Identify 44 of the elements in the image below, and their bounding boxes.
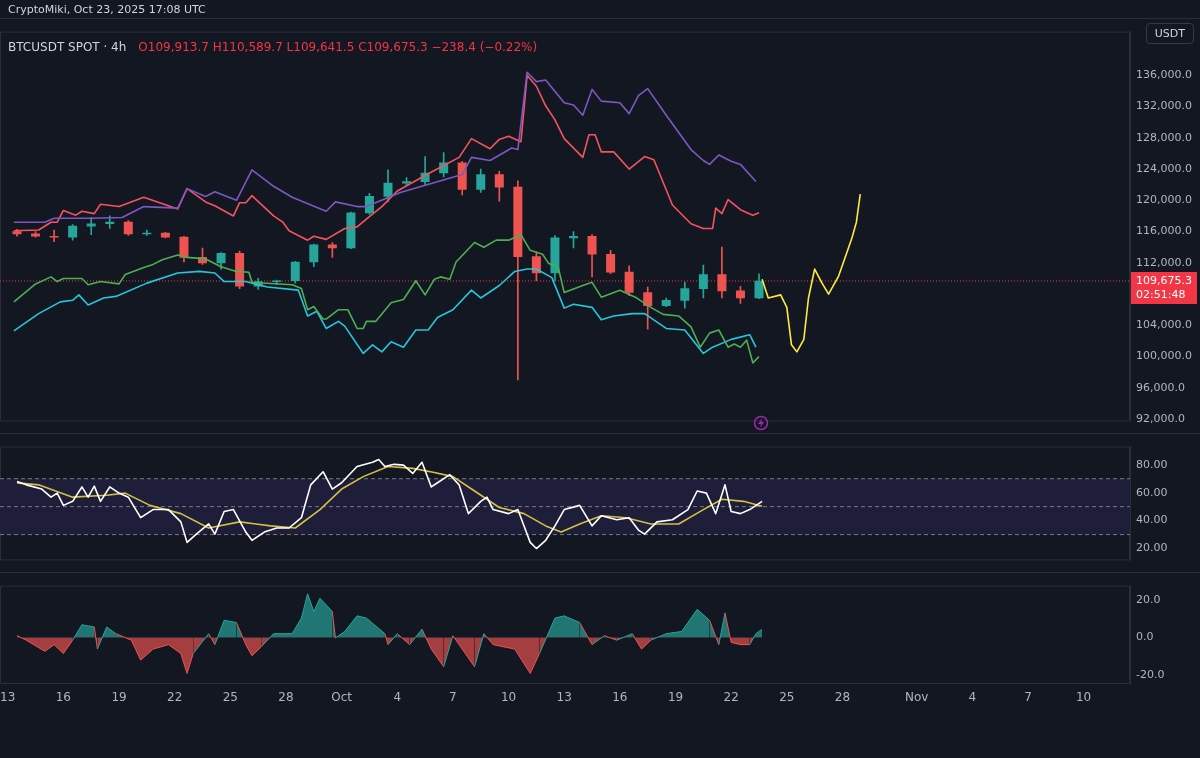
y-tick-label: 128,000.0 xyxy=(1136,130,1192,144)
x-tick-label: 7 xyxy=(1024,690,1032,705)
y-tick-label: 132,000.0 xyxy=(1136,99,1192,113)
ref-line-label: 109,675.3 xyxy=(1136,273,1192,287)
y-tick-label: 0.0 xyxy=(1136,630,1154,644)
x-tick-label: 10 xyxy=(1075,690,1092,705)
y-tick-label: 80.00 xyxy=(1136,457,1168,471)
y-tick-label: 60.00 xyxy=(1136,485,1168,499)
x-tick-label: 19 xyxy=(667,690,684,705)
x-tick-label: 16 xyxy=(55,690,72,705)
y-tick-label: 100,000.0 xyxy=(1136,349,1192,363)
x-tick-label: 28 xyxy=(278,690,294,705)
y-tick-label: 96,000.0 xyxy=(1136,380,1185,394)
x-tick-label: 19 xyxy=(111,690,127,705)
y-tick-label: 120,000.0 xyxy=(1136,193,1192,207)
text: BTCUSDT SPOT · 4h xyxy=(8,39,127,54)
x-tick-label: 22 xyxy=(167,690,183,705)
x-tick-label: 7 xyxy=(449,690,457,705)
x-tick-label: Oct xyxy=(331,690,353,705)
text: 02:51:48 xyxy=(1136,287,1186,301)
x-tick-label: Nov xyxy=(904,690,929,705)
y-axis-title: USDT xyxy=(1145,23,1194,44)
x-tick-label: 25 xyxy=(779,690,795,705)
y-tick-label: 20.00 xyxy=(1136,541,1168,555)
x-tick-label: 22 xyxy=(723,690,739,705)
y-tick-label: 136,000.0 xyxy=(1136,68,1192,82)
y-tick-label: 92,000.0 xyxy=(1136,411,1185,425)
chart-subtitle: CryptoMiki, Oct 23, 2025 17:08 UTC xyxy=(8,3,206,16)
x-tick-label: 13 xyxy=(556,690,572,705)
x-tick-label: 25 xyxy=(222,690,238,705)
annotation: O109,913.7 H110,589.7 L109,641.5 C109,675.3 −238.4 (−0.22%) xyxy=(138,39,538,54)
y-tick-label: 112,000.0 xyxy=(1136,255,1192,269)
y-tick-label: 40.00 xyxy=(1136,513,1168,527)
x-tick-label: 16 xyxy=(612,690,628,705)
y-tick-label: 104,000.0 xyxy=(1136,318,1192,332)
x-tick-label: 4 xyxy=(968,690,977,705)
y-tick-label: 124,000.0 xyxy=(1136,161,1192,175)
y-tick-label: 20.0 xyxy=(1136,593,1161,607)
x-tick-label: 28 xyxy=(834,690,851,705)
x-tick-label: 13 xyxy=(0,690,16,705)
x-tick-label: 4 xyxy=(393,690,402,705)
y-tick-label: -20.0 xyxy=(1136,667,1165,681)
y-tick-label: 116,000.0 xyxy=(1136,224,1192,238)
x-tick-label: 10 xyxy=(500,690,517,705)
